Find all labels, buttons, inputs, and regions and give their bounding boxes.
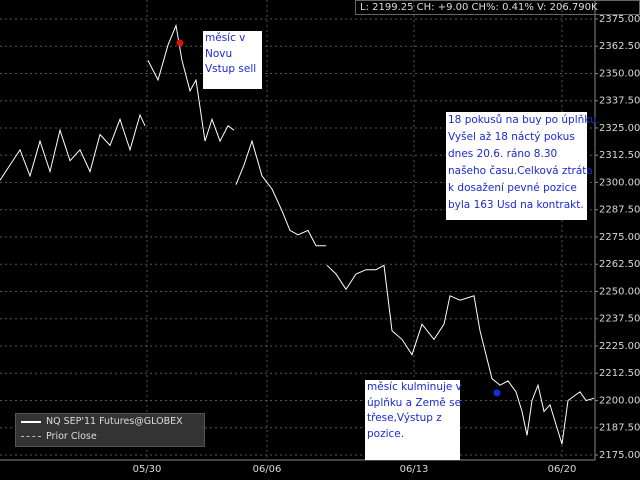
x-tick-label: 06/20: [548, 464, 577, 475]
annotation-line: Novu: [205, 47, 233, 60]
y-tick-label: 2237.50: [599, 314, 640, 325]
y-tick-label: 2337.50: [599, 96, 640, 107]
annotation-line: byla 163 Usd na kontrakt.: [448, 199, 584, 211]
annotation-line: dnes 20.6. ráno 8.30: [448, 148, 558, 160]
y-tick-label: 2225.00: [599, 341, 640, 352]
y-tick-label: 2187.50: [599, 423, 640, 434]
annotation-line: Vstup sell: [205, 63, 257, 75]
legend: NQ SEP'11 Futures@GLOBEX Prior Close: [15, 413, 205, 447]
quote-header: L: 2199.25 CH: +9.00 CH%: 0.41% V: 206.7…: [355, 0, 640, 15]
y-tick-label: 2275.00: [599, 232, 640, 243]
price-line: [0, 23, 595, 445]
x-tick-label: 05/30: [133, 464, 162, 475]
marker: [493, 389, 501, 397]
y-tick-label: 2175.00: [599, 450, 640, 461]
y-tick-label: 2362.50: [599, 41, 640, 52]
marker: [176, 39, 184, 47]
legend-entry[interactable]: Prior Close: [16, 429, 204, 444]
annotation-line: měsíc kulminuje v: [367, 381, 462, 393]
annotation: měsíc kulminuje v úplňku a Země se třese…: [365, 380, 462, 460]
y-tick-label: 2212.50: [599, 368, 640, 379]
y-tick-label: 2262.50: [599, 259, 640, 270]
annotation-line: úplňku a Země se: [367, 396, 462, 409]
y-tick-label: 2200.00: [599, 395, 640, 406]
y-tick-label: 2350.00: [599, 68, 640, 79]
annotation-line: Vyšel až 18 náctý pokus: [448, 131, 575, 143]
annotation: 18 pokusů na buy po úplňku. Vyšel až 18 …: [446, 112, 601, 220]
legend-entry[interactable]: NQ SEP'11 Futures@GLOBEX: [16, 414, 204, 429]
y-tick-label: 2375.00: [599, 14, 640, 25]
y-tick-label: 2312.50: [599, 150, 640, 161]
x-tick-label: 06/13: [400, 464, 429, 475]
y-tick-label: 2250.00: [599, 286, 640, 297]
annotation-line: 18 pokusů na buy po úplňku.: [448, 114, 601, 126]
y-tick-label: 2325.00: [599, 123, 640, 134]
y-tick-label: 2287.50: [599, 205, 640, 216]
annotation-line: pozice.: [367, 427, 405, 440]
annotation-line: měsíc v: [205, 32, 246, 44]
x-tick-label: 06/06: [253, 464, 282, 475]
annotation-line: k dosažení pevné pozice: [448, 182, 577, 194]
y-tick-label: 2300.00: [599, 177, 640, 188]
annotation: měsíc v Novu Vstup sell: [203, 31, 262, 89]
annotation-line: třese,Výstup z: [367, 412, 442, 424]
annotation-line: našeho času.Celková ztráta: [448, 165, 593, 177]
